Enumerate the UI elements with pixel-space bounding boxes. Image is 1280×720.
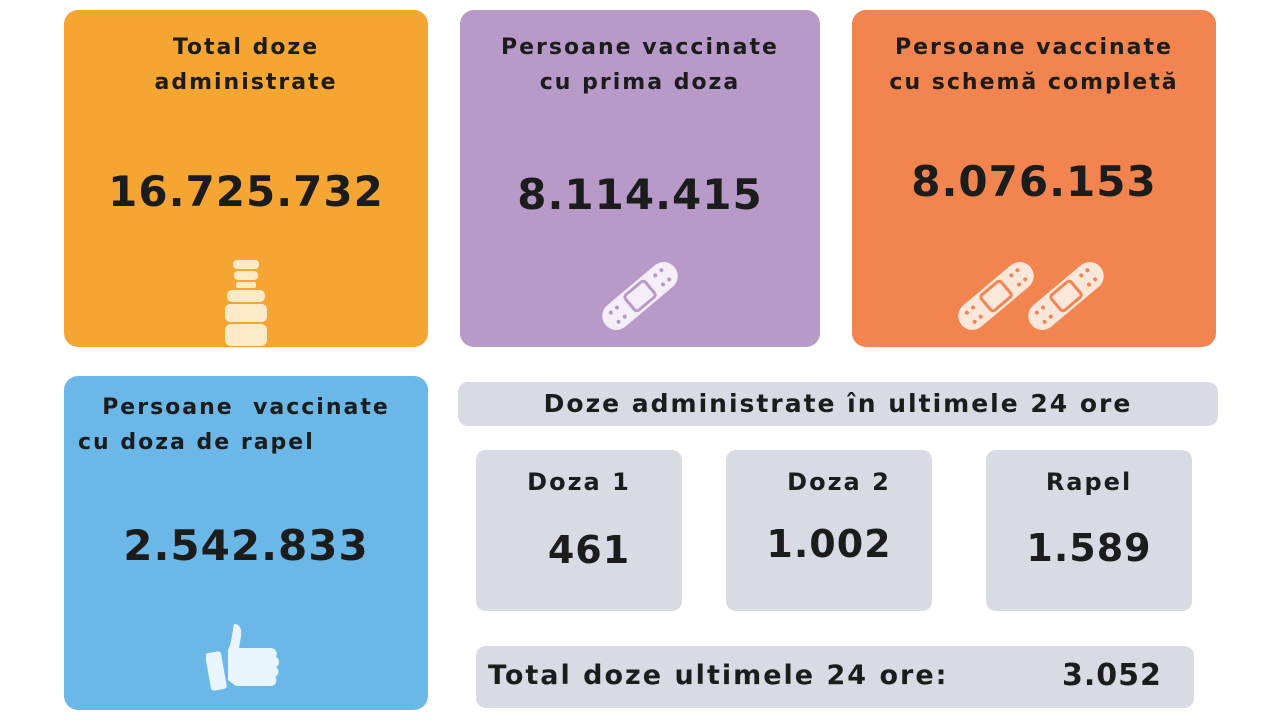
card-title-line-2: cu prima doza xyxy=(539,70,741,95)
total-doses-value: 16.725.732 xyxy=(108,167,384,216)
card-title: Persoane vaccinate cu schemă completă xyxy=(852,30,1216,100)
card-title-line-2: administrate xyxy=(154,70,338,95)
total-24h-label: Total doze ultimele 24 ore: xyxy=(488,660,949,691)
booster-value: 2.542.833 xyxy=(123,521,369,570)
dose-label: Doza 2 xyxy=(787,468,891,496)
total-doses-card: Total doze administrate 16.725.732 xyxy=(64,10,428,347)
dose-value: 1.589 xyxy=(1026,526,1152,570)
card-title: Total doze administrate xyxy=(64,30,428,100)
card-title-line-1: Persoane vaccinate xyxy=(895,35,1173,60)
booster-dose-box: Rapel 1.589 xyxy=(986,450,1192,611)
dose-value: 1.002 xyxy=(766,522,892,566)
first-dose-card: Persoane vaccinate cu prima doza 8.114.4… xyxy=(460,10,820,347)
dose-label: Rapel xyxy=(1045,468,1133,496)
card-title-line-2: cu schemă completă xyxy=(889,70,1179,95)
last-24h-header: Doze administrate în ultimele 24 ore xyxy=(458,382,1218,426)
total-24h-value: 3.052 xyxy=(1062,658,1162,693)
first-dose-value: 8.114.415 xyxy=(517,170,763,219)
dose-2-box: Doza 2 1.002 xyxy=(726,450,932,611)
booster-card: Persoane vaccinate cu doza de rapel 2.54… xyxy=(64,376,428,710)
vaccine-vial-icon xyxy=(64,260,428,348)
total-24h-bar: Total doze ultimele 24 ore: 3.052 xyxy=(476,646,1194,708)
dose-value: 461 xyxy=(547,528,631,572)
card-title-line-1: Persoane vaccinate xyxy=(501,35,779,60)
dose-1-box: Doza 1 461 xyxy=(476,450,682,611)
full-scheme-value: 8.076.153 xyxy=(911,157,1157,206)
dose-label: Doza 1 xyxy=(527,468,631,496)
card-title: Persoane vaccinate cu doza de rapel xyxy=(64,390,428,460)
double-bandage-icon xyxy=(852,255,1216,337)
thumbs-up-icon xyxy=(64,620,428,700)
card-title-line-1: Total doze xyxy=(172,35,320,60)
bandage-icon xyxy=(460,255,820,337)
card-title-line-2: cu doza de rapel xyxy=(78,430,315,455)
card-title-line-1: Persoane vaccinate xyxy=(102,395,390,420)
full-scheme-card: Persoane vaccinate cu schemă completă 8.… xyxy=(852,10,1216,347)
card-title: Persoane vaccinate cu prima doza xyxy=(460,30,820,100)
